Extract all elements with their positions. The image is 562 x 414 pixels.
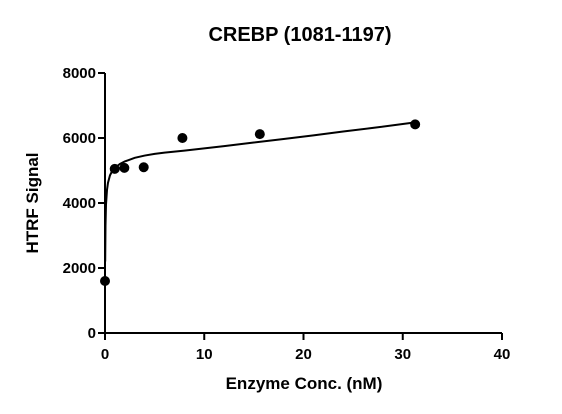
fit-curve xyxy=(104,121,416,262)
data-points xyxy=(100,119,421,286)
y-axis-ticks: 0 2000 4000 6000 8000 xyxy=(63,65,105,342)
data-point xyxy=(254,129,265,140)
y-tick-label: 2000 xyxy=(63,260,96,277)
y-axis-label: HTRF Signal xyxy=(23,152,42,253)
x-tick-label: 20 xyxy=(295,346,312,363)
chart-title: CREBP (1081-1197) xyxy=(208,24,391,46)
x-tick-label: 10 xyxy=(196,346,213,363)
y-tick-label: 0 xyxy=(88,325,96,342)
x-axis-ticks: 0 10 20 30 40 xyxy=(101,333,511,363)
data-point xyxy=(119,162,130,173)
data-point xyxy=(138,162,149,173)
x-axis-label: Enzyme Conc. (nM) xyxy=(226,374,383,393)
data-point xyxy=(177,133,188,143)
y-tick-label: 4000 xyxy=(63,195,96,212)
data-point xyxy=(410,119,421,130)
y-tick-label: 6000 xyxy=(63,130,96,147)
y-tick-label: 8000 xyxy=(63,65,96,82)
x-tick-label: 0 xyxy=(101,346,109,363)
x-tick-label: 40 xyxy=(494,346,511,363)
data-point xyxy=(100,276,110,286)
x-tick-label: 30 xyxy=(394,346,411,363)
data-point xyxy=(109,163,120,174)
